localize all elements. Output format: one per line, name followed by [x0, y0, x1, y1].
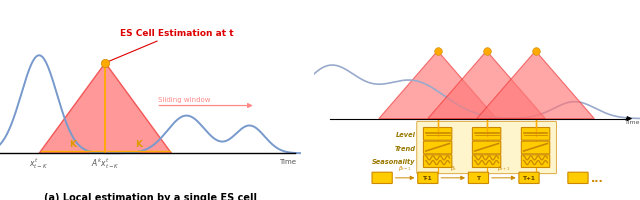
Polygon shape	[39, 64, 172, 154]
FancyBboxPatch shape	[424, 155, 452, 168]
FancyBboxPatch shape	[372, 172, 392, 184]
FancyBboxPatch shape	[417, 122, 556, 174]
Text: K: K	[135, 140, 142, 149]
FancyBboxPatch shape	[418, 172, 438, 184]
Text: K: K	[68, 140, 76, 149]
Polygon shape	[428, 52, 545, 119]
Polygon shape	[379, 52, 497, 119]
Text: Level: Level	[396, 131, 415, 137]
Text: Time: Time	[625, 120, 640, 125]
Text: Trend: Trend	[395, 145, 415, 151]
Text: $\beta_t$: $\beta_t$	[450, 163, 456, 172]
Text: Seasonality: Seasonality	[372, 158, 415, 164]
Text: $\beta_{t-1}$: $\beta_{t-1}$	[398, 163, 412, 172]
FancyBboxPatch shape	[472, 155, 500, 168]
FancyBboxPatch shape	[424, 141, 452, 154]
Text: T-1: T-1	[423, 175, 433, 180]
Text: Sliding window: Sliding window	[158, 96, 211, 102]
FancyBboxPatch shape	[522, 128, 550, 141]
FancyBboxPatch shape	[468, 172, 488, 184]
Text: T+1: T+1	[522, 175, 536, 180]
Text: (a) Local estimation by a single ES cell: (a) Local estimation by a single ES cell	[44, 192, 257, 200]
Text: $A^k x^t_{t-K}$: $A^k x^t_{t-K}$	[91, 156, 120, 170]
FancyBboxPatch shape	[472, 128, 500, 141]
Text: Time: Time	[279, 159, 296, 164]
FancyBboxPatch shape	[522, 155, 550, 168]
FancyBboxPatch shape	[472, 141, 500, 154]
Text: $\beta_{t+1}$: $\beta_{t+1}$	[497, 163, 511, 172]
Text: ES Cell Estimation at t: ES Cell Estimation at t	[108, 29, 234, 62]
FancyBboxPatch shape	[522, 141, 550, 154]
FancyBboxPatch shape	[568, 172, 588, 184]
Text: $x^t_{t-K}$: $x^t_{t-K}$	[29, 156, 49, 170]
Text: ...: ...	[591, 173, 604, 183]
Polygon shape	[477, 52, 595, 119]
FancyBboxPatch shape	[424, 128, 452, 141]
FancyBboxPatch shape	[519, 172, 539, 184]
Text: T: T	[476, 175, 481, 180]
